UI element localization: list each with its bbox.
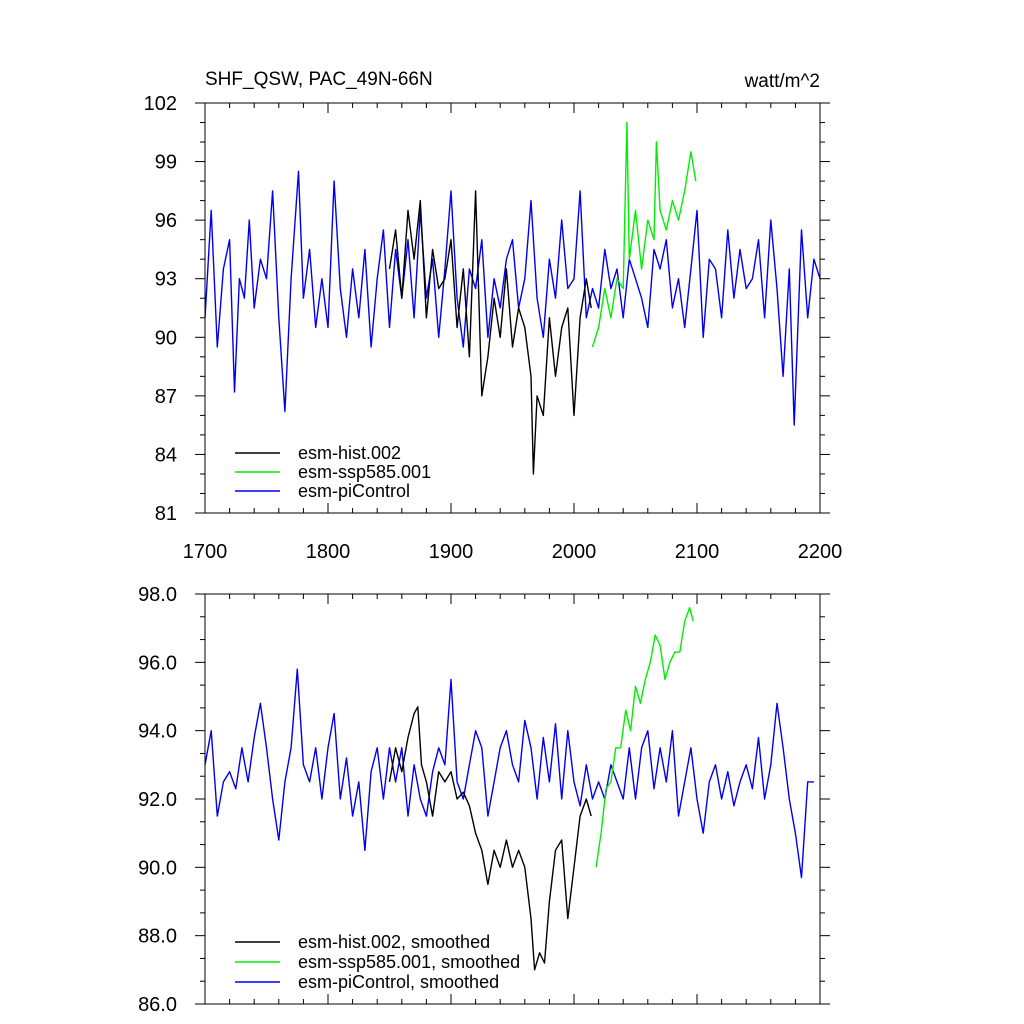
series-line-esm-picontrol [204, 170, 821, 426]
y-tick-label: 98.0 [138, 584, 177, 606]
legend-label-esm-picontrol: esm-piControl [298, 481, 410, 501]
y-tick-label: 96.0 [138, 652, 177, 674]
bottom-data-lines [204, 607, 814, 971]
legend-label-esm-picontrol-smoothed: esm-piControl, smoothed [298, 972, 499, 992]
bottom-ticks: 86.0 88.0 90.0 92.0 94.0 96.0 98.0 [138, 584, 830, 1016]
series-line-esm-ssp585-001-smoothed [595, 607, 694, 868]
legend-label-esm-ssp585-001-smoothed: esm-ssp585.001, smoothed [298, 952, 520, 972]
y-tick-label: 81 [155, 503, 177, 525]
y-tick-label: 92.0 [138, 789, 177, 811]
legend-label-esm-hist-002-smoothed: esm-hist.002, smoothed [298, 932, 490, 952]
x-tick-label: 1700 [183, 541, 228, 563]
top-data-lines [204, 121, 821, 475]
x-tick-label: 2000 [552, 541, 597, 563]
series-line-esm-hist-002-smoothed [388, 706, 592, 971]
y-tick-label: 93 [155, 269, 177, 291]
y-tick-label: 84 [155, 444, 177, 466]
chart-title: SHF_QSW, PAC_49N-66N [205, 69, 433, 90]
legend-label-esm-hist-002: esm-hist.002 [298, 443, 401, 463]
bottom-panel: 86.0 88.0 90.0 92.0 94.0 96.0 98.0 esm-hist.00… [138, 584, 830, 1016]
units-label: watt/m^2 [744, 71, 820, 92]
legend-label-esm-ssp585-001: esm-ssp585.001 [298, 462, 431, 482]
y-tick-label: 90.0 [138, 857, 177, 879]
y-tick-label: 96 [155, 210, 177, 232]
top-ticks: 1700 1800 1900 2000 2100 2200 81 84 87 90 93 96 99 10… [144, 93, 843, 563]
x-tick-label: 2200 [798, 541, 843, 563]
y-tick-label: 99 [155, 152, 177, 174]
x-tick-label: 1800 [306, 541, 351, 563]
top-plot-frame [204, 102, 821, 514]
series-line-esm-hist-002 [388, 190, 592, 475]
y-tick-label: 86.0 [138, 994, 177, 1016]
y-tick-label: 90 [155, 327, 177, 349]
y-tick-label: 102 [144, 93, 177, 115]
bottom-plot-frame [204, 593, 821, 1005]
series-line-esm-ssp585-001 [591, 121, 697, 348]
top-panel: SHF_QSW, PAC_49N-66N watt/m^2 1700 1800 19… [144, 69, 843, 563]
series-line-esm-picontrol-smoothed [204, 668, 814, 879]
y-tick-label: 94.0 [138, 721, 177, 743]
y-tick-label: 88.0 [138, 926, 177, 948]
x-tick-label: 1900 [429, 541, 474, 563]
x-tick-label: 2100 [675, 541, 720, 563]
y-tick-label: 87 [155, 386, 177, 408]
